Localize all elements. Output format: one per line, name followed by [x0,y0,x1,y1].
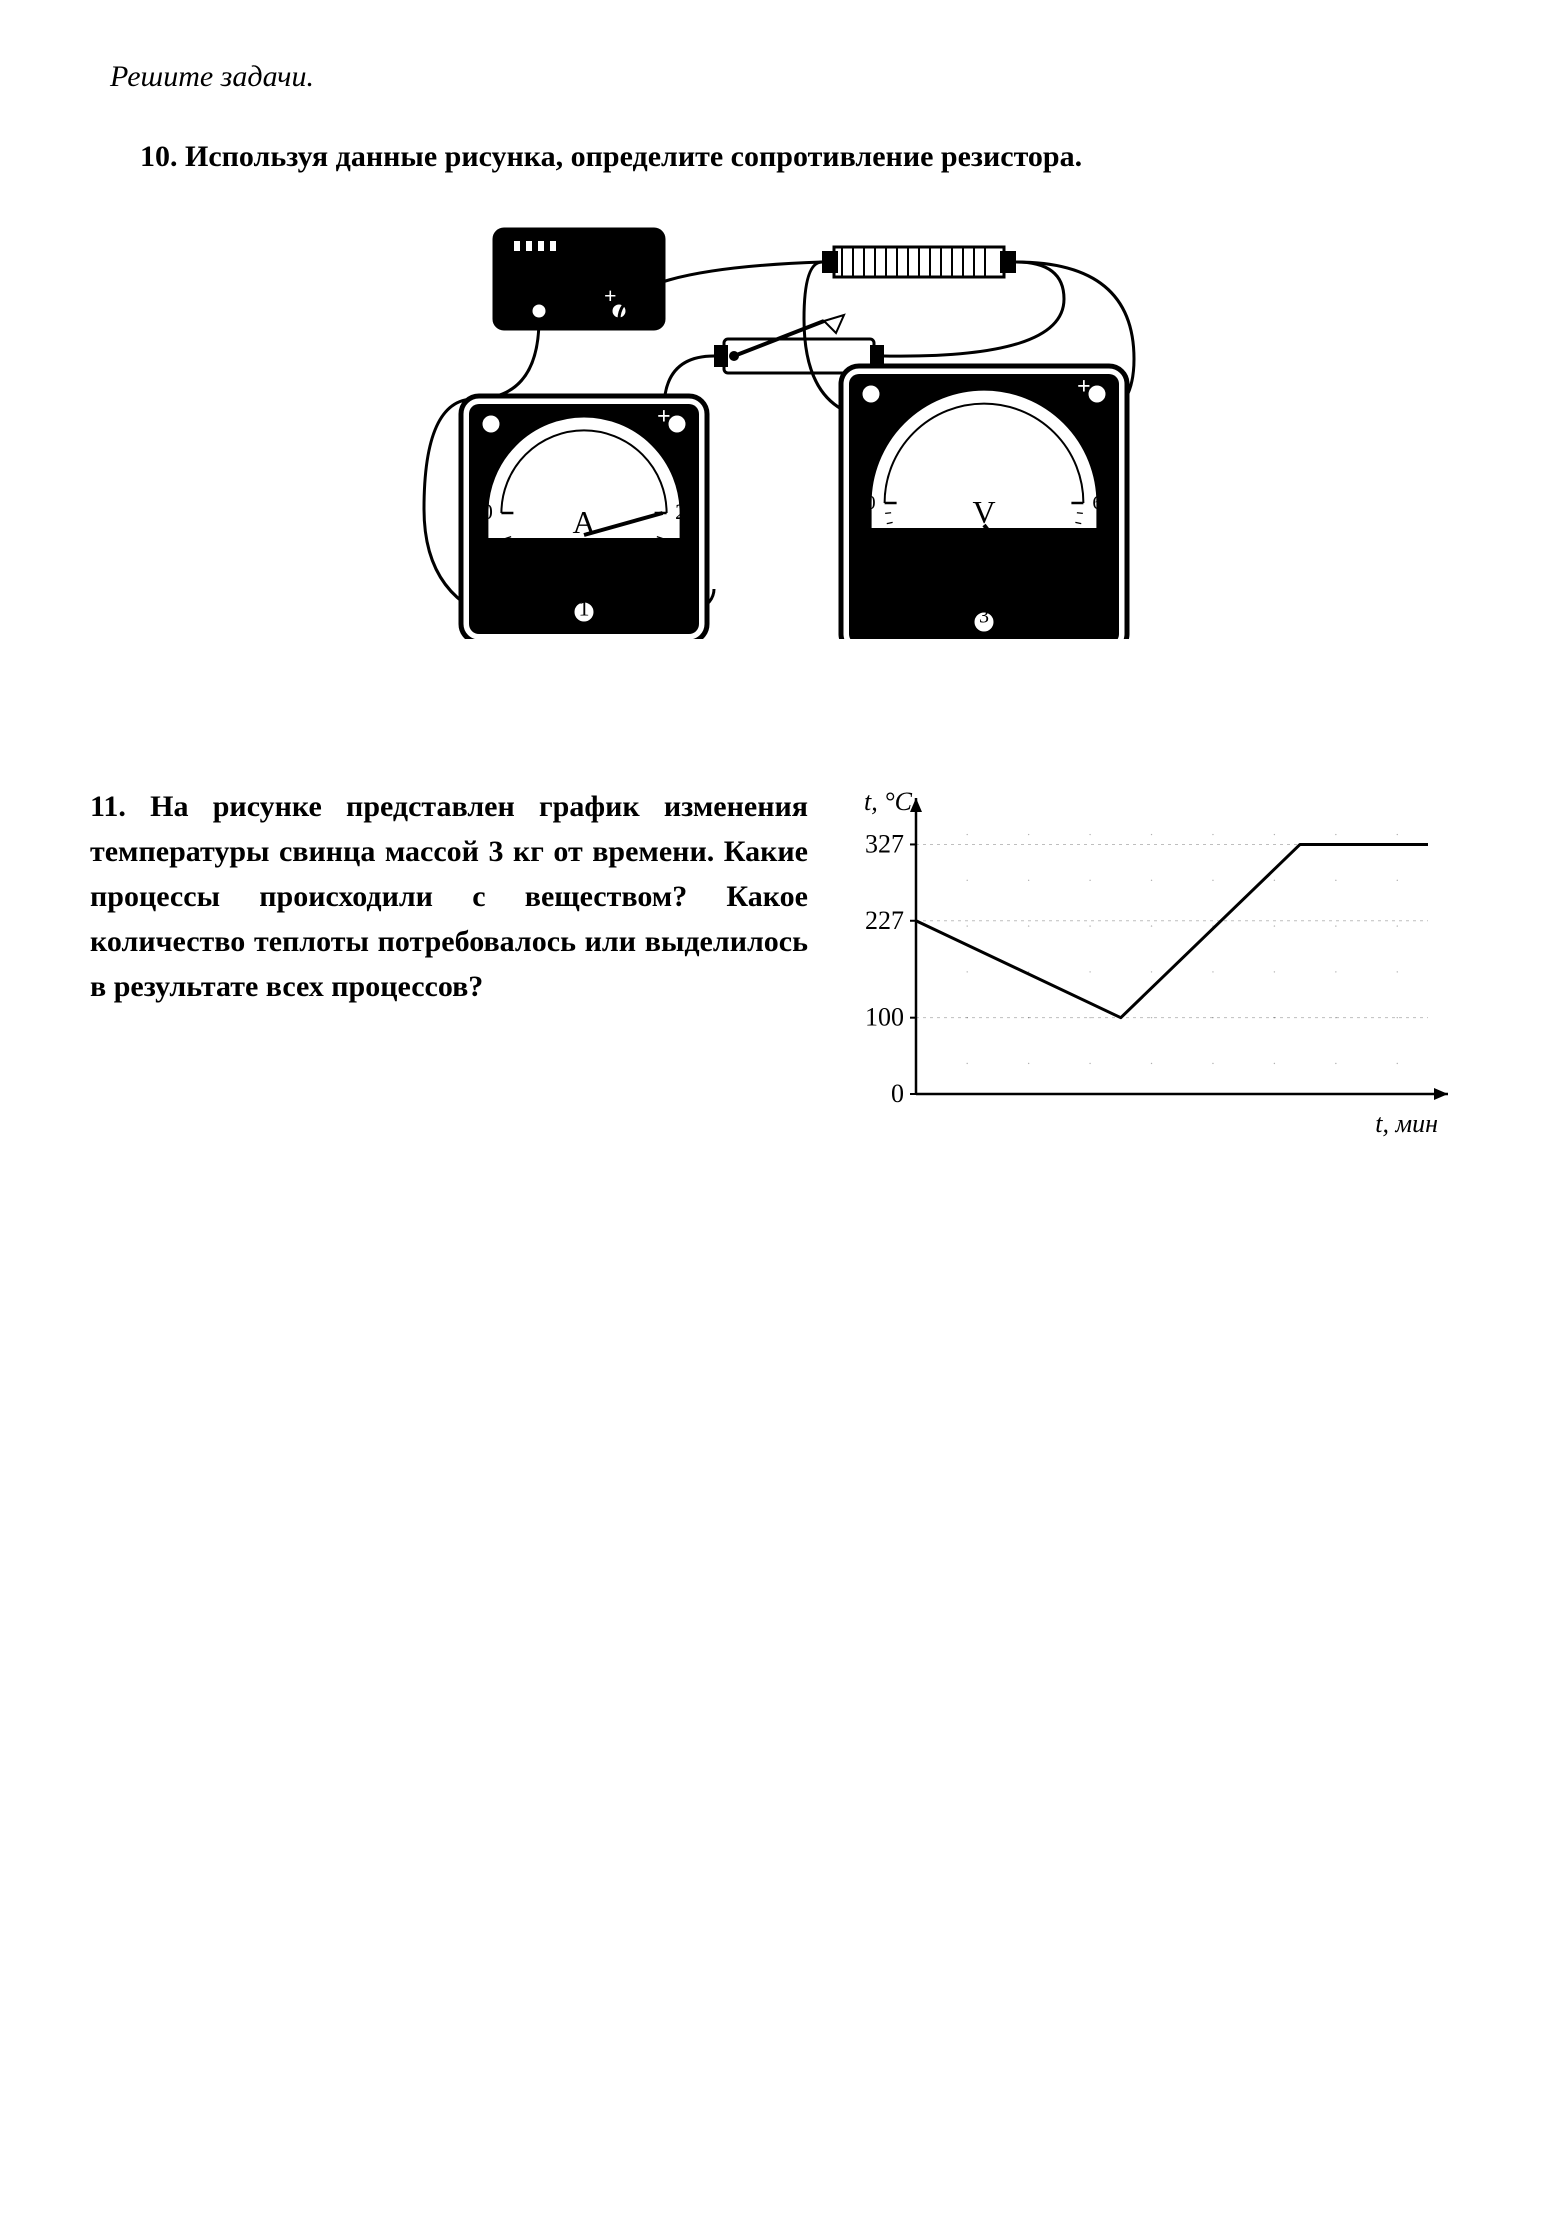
svg-text:227: 227 [865,906,904,935]
svg-text:t, °C: t, °C [864,787,913,816]
temperature-chart: 0 100 227 327 t, °C t, мин [838,784,1458,1144]
svg-text:3: 3 [979,605,989,627]
svg-text:V: V [972,494,995,530]
problem-11-row: 11. На рисунке представлен график измене… [90,784,1458,1149]
svg-text:4: 4 [1036,590,1046,612]
problem-10-text: Используя данные рисунка, определите соп… [185,140,1082,173]
problem-11-number: 11. [90,790,126,823]
problem-11-text-content: На рисунке представлен график изменения … [90,790,808,1003]
svg-text:+: + [657,404,671,430]
svg-text:+: + [604,283,617,308]
instruction-header: Решите задачи. [110,60,1458,94]
svg-text:1: 1 [881,549,891,571]
problem-10: 10. Используя данные рисунка, определите… [90,134,1458,179]
svg-text:327: 327 [865,829,904,858]
problem-10-number: 10. [90,134,178,179]
svg-text:t, мин: t, мин [1375,1109,1438,1138]
svg-text:0: 0 [891,1079,904,1108]
svg-text:0: 0 [482,499,493,524]
svg-text:5: 5 [1077,549,1087,571]
svg-text:100: 100 [865,1003,904,1032]
svg-text:+: + [1077,374,1091,400]
circuit-svg: ++012A+0123456V [364,209,1184,639]
svg-text:6: 6 [1092,492,1102,514]
svg-text:1: 1 [579,596,590,621]
svg-text:2: 2 [922,590,932,612]
svg-text:0: 0 [866,492,876,514]
circuit-diagram: ++012A+0123456V [90,209,1458,644]
chart-column: 0 100 227 327 t, °C t, мин [838,784,1458,1149]
problem-11: 11. На рисунке представлен график измене… [90,784,808,1009]
instruction-text: Решите задачи. [110,60,314,93]
svg-text:2: 2 [675,499,686,524]
